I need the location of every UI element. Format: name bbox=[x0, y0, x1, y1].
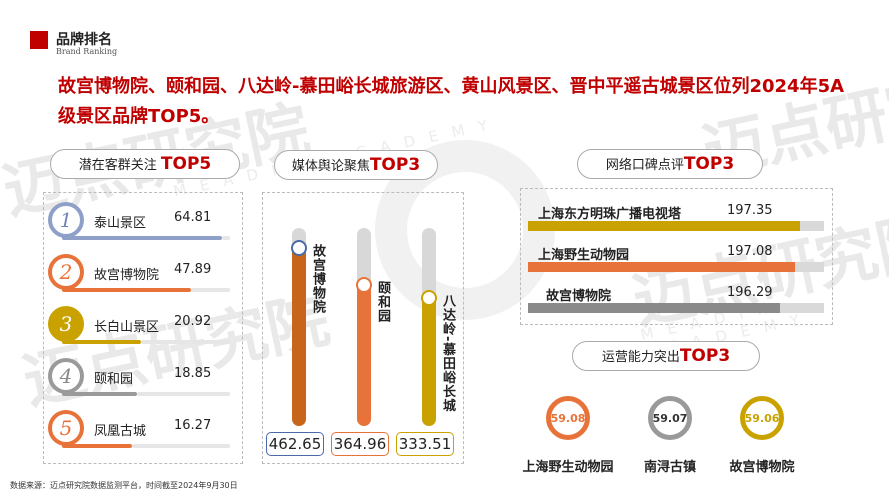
media-title-text: 媒体舆论聚焦 bbox=[291, 159, 370, 174]
ops-title: 运营能力突出TOP3 bbox=[572, 341, 760, 371]
word-value: 196.29 bbox=[727, 285, 773, 300]
rank-badge: 4 bbox=[48, 358, 84, 394]
ops-ring: 59.06 bbox=[740, 396, 784, 440]
rank-name: 故宫博物院 bbox=[94, 268, 160, 283]
media-name: 故宫博物院 bbox=[310, 243, 325, 314]
rank-bar bbox=[62, 236, 222, 240]
rank-value: 20.92 bbox=[174, 314, 212, 329]
ops-name: 上海野生动物园 bbox=[522, 460, 614, 475]
rank-bar-track bbox=[136, 392, 230, 396]
word-fill bbox=[528, 221, 801, 231]
rank-name: 泰山景区 bbox=[94, 216, 147, 231]
ops-title-text: 运营能力突出 bbox=[601, 350, 680, 365]
word-name: 故宫博物院 bbox=[546, 289, 612, 304]
potential-title: 潜在客群关注 TOP5 bbox=[50, 149, 240, 179]
word-name: 上海野生动物园 bbox=[538, 248, 630, 263]
media-name: 颐和园 bbox=[375, 281, 390, 324]
media-panel bbox=[262, 192, 464, 464]
rank-value: 16.27 bbox=[174, 418, 212, 433]
ops-ring: 59.08 bbox=[546, 396, 590, 440]
rank-badge: 2 bbox=[48, 254, 84, 290]
headline: 故宫博物院、颐和园、八达岭-慕田峪长城旅游区、黄山风景区、晋中平遥古城景区位列2… bbox=[58, 76, 845, 127]
media-title-top: TOP3 bbox=[369, 155, 421, 175]
rank-badge: 1 bbox=[48, 202, 84, 238]
media-dot bbox=[291, 239, 307, 256]
media-fill bbox=[422, 297, 436, 426]
word-fill bbox=[528, 303, 780, 313]
rank-value: 18.85 bbox=[174, 366, 212, 381]
rank-bar-track bbox=[222, 236, 230, 240]
potential-title-text: 潜在客群关注 bbox=[78, 158, 157, 173]
media-name: 八达岭-慕田峪长城 bbox=[440, 293, 455, 412]
ops-name: 南浔古镇 bbox=[643, 460, 696, 475]
word-name: 上海东方明珠广播电视塔 bbox=[538, 207, 682, 222]
rank-name: 长白山景区 bbox=[94, 320, 160, 335]
ops-name: 故宫博物院 bbox=[729, 460, 795, 475]
rank-bar bbox=[62, 392, 137, 396]
rank-badge: 3 bbox=[48, 306, 84, 342]
rank-bar-track bbox=[132, 444, 230, 448]
footer-source: 数据来源：迈点研究院数据监测平台，时间截至2024年9月30日 bbox=[10, 481, 238, 490]
rank-value: 47.89 bbox=[174, 262, 212, 277]
media-dot bbox=[421, 289, 437, 306]
media-dot bbox=[356, 277, 372, 294]
ops-title-top: TOP3 bbox=[679, 346, 731, 366]
header-marker bbox=[30, 31, 48, 49]
media-value: 364.96 bbox=[331, 432, 389, 456]
media-value: 462.65 bbox=[266, 432, 324, 456]
section-subtitle: Brand Ranking bbox=[56, 47, 118, 56]
media-value: 333.51 bbox=[396, 432, 454, 456]
word-value: 197.35 bbox=[727, 203, 773, 218]
media-title: 媒体舆论聚焦TOP3 bbox=[274, 150, 438, 180]
media-fill bbox=[292, 247, 306, 426]
ops-ring: 59.07 bbox=[648, 396, 692, 440]
rank-badge: 5 bbox=[48, 410, 84, 446]
rank-bar bbox=[62, 340, 141, 344]
rank-name: 颐和园 bbox=[94, 372, 134, 387]
rank-bar bbox=[62, 444, 133, 448]
rank-name: 凤凰古城 bbox=[94, 424, 147, 439]
word-fill bbox=[528, 262, 796, 272]
word-value: 197.08 bbox=[727, 244, 773, 259]
rank-value: 64.81 bbox=[174, 210, 212, 225]
word-panel bbox=[520, 188, 833, 325]
word-title: 网络口碑点评TOP3 bbox=[577, 149, 763, 179]
word-title-text: 网络口碑点评 bbox=[605, 158, 684, 173]
rank-bar bbox=[62, 288, 191, 292]
potential-title-top: TOP5 bbox=[160, 154, 212, 174]
media-fill bbox=[357, 285, 371, 426]
potential-panel bbox=[43, 192, 243, 464]
rank-bar-track bbox=[140, 340, 230, 344]
word-title-top: TOP3 bbox=[683, 154, 735, 174]
section-title: 品牌排名 bbox=[56, 32, 112, 48]
rank-bar-track bbox=[190, 288, 230, 292]
